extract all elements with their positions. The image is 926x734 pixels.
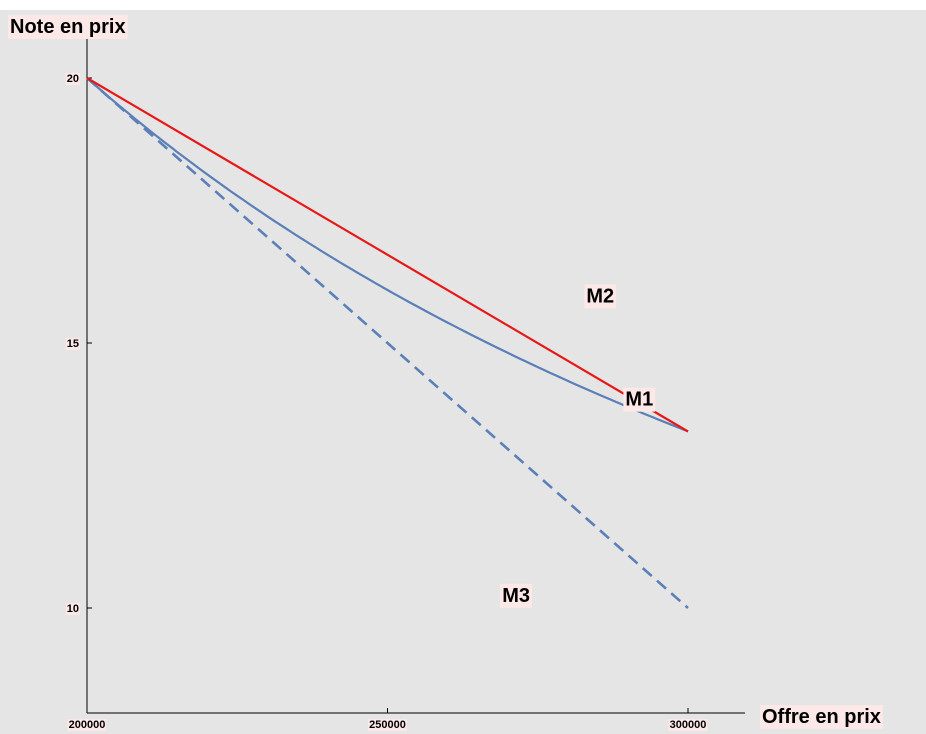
y-tick-label-10-bg: [65, 603, 80, 615]
y-tick-label-20: 20: [67, 73, 79, 85]
x-tick-label-300000-bg: [668, 719, 708, 731]
x-tick-label-200000-bg: [67, 719, 107, 731]
series-label-M1-bg: [623, 387, 656, 412]
labels-layer: 10 15 20 200000 250000 300000 Note en prix Offr…: [8, 15, 883, 731]
series-label-M2: M2: [586, 285, 614, 307]
y-tick-label-15-bg: [65, 338, 80, 350]
y-axis-title-bg: [8, 15, 128, 39]
y-tick-label-15: 15: [67, 338, 79, 350]
y-axis-title: Note en prix: [10, 16, 126, 38]
series-layer: [86, 77, 689, 609]
series-M3-line: [86, 77, 689, 609]
series-M2-line: [86, 77, 689, 433]
x-axis-title: Offre en prix: [762, 706, 881, 728]
y-tick-label-10: 10: [67, 603, 79, 615]
x-tick-label-250000-bg: [368, 719, 407, 731]
x-tick-label-300000: 300000: [670, 719, 707, 731]
series-label-M3: M3: [502, 585, 530, 607]
y-tick-label-20-bg: [65, 73, 80, 85]
series-label-M2-bg: [584, 284, 617, 309]
plot-background: [0, 10, 926, 734]
x-tick-label-250000: 250000: [369, 719, 406, 731]
series-label-M1: M1: [625, 389, 653, 411]
series-label-M3-bg: [500, 583, 533, 608]
axes: [86, 28, 745, 714]
x-tick-label-200000: 200000: [69, 719, 106, 731]
series-M1-line: [86, 77, 689, 433]
x-axis-title-bg: [760, 705, 883, 729]
